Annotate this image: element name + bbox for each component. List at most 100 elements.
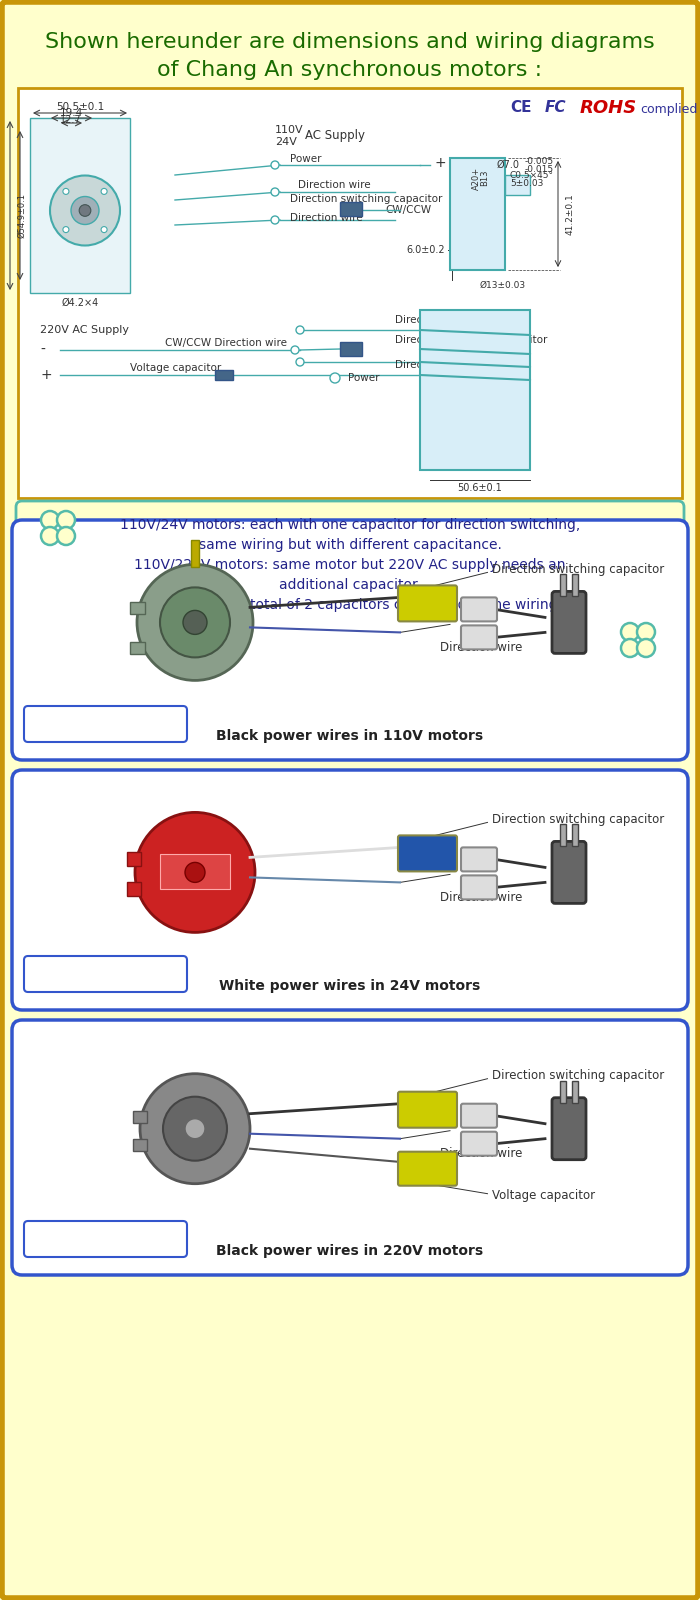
- FancyBboxPatch shape: [461, 597, 497, 621]
- FancyBboxPatch shape: [461, 875, 497, 899]
- Text: 6.0±0.2: 6.0±0.2: [407, 245, 445, 254]
- Text: +: +: [332, 373, 338, 382]
- Text: Black power wires in 110V motors: Black power wires in 110V motors: [216, 730, 484, 742]
- Text: 24V: 24V: [275, 138, 297, 147]
- Bar: [133, 1110, 147, 1123]
- Circle shape: [296, 326, 304, 334]
- Bar: [560, 1080, 566, 1102]
- FancyBboxPatch shape: [398, 835, 457, 872]
- Text: 220V motors: a total of 2 capacitors connected in the wiring.: 220V motors: a total of 2 capacitors con…: [139, 598, 561, 611]
- Text: Voltage capacitor: Voltage capacitor: [493, 1189, 596, 1202]
- FancyBboxPatch shape: [18, 88, 682, 498]
- Bar: [127, 853, 141, 867]
- Circle shape: [621, 622, 639, 642]
- Bar: [127, 883, 141, 896]
- FancyBboxPatch shape: [461, 1131, 497, 1155]
- Text: Direction switching capacitor: Direction switching capacitor: [493, 1069, 665, 1082]
- Text: Black power wires in 220V motors: Black power wires in 220V motors: [216, 1245, 484, 1258]
- Text: -: -: [40, 342, 45, 357]
- Text: Voltage capacitor: Voltage capacitor: [130, 363, 221, 373]
- Bar: [340, 202, 362, 216]
- Text: -0.005: -0.005: [525, 157, 554, 166]
- Text: Ø54.9±0.1: Ø54.9±0.1: [17, 194, 26, 238]
- Circle shape: [50, 176, 120, 245]
- Text: +: +: [435, 157, 447, 170]
- FancyBboxPatch shape: [552, 592, 586, 653]
- Text: 110V: 110V: [275, 125, 304, 134]
- Text: C0.5×45°: C0.5×45°: [510, 171, 554, 181]
- Text: same wiring but with different capacitance.: same wiring but with different capacitan…: [199, 538, 501, 552]
- Text: complied: complied: [640, 104, 697, 117]
- FancyBboxPatch shape: [461, 1104, 497, 1128]
- Bar: [340, 342, 362, 357]
- Text: Direction wire: Direction wire: [440, 1147, 522, 1160]
- Text: 5±0.03: 5±0.03: [510, 179, 543, 187]
- FancyBboxPatch shape: [24, 706, 187, 742]
- Circle shape: [160, 587, 230, 658]
- Circle shape: [330, 373, 340, 382]
- FancyBboxPatch shape: [552, 1098, 586, 1160]
- Circle shape: [79, 205, 91, 216]
- Text: 41.2±0.1: 41.2±0.1: [566, 194, 575, 235]
- Circle shape: [271, 187, 279, 195]
- Text: Wiring for 110V motors: Wiring for 110V motors: [33, 717, 179, 731]
- Text: CE: CE: [510, 101, 531, 115]
- Text: CW/CCW: CW/CCW: [385, 205, 431, 214]
- Text: 220V AC Supply: 220V AC Supply: [40, 325, 129, 334]
- Bar: [30, 118, 130, 293]
- Bar: [505, 174, 530, 195]
- FancyBboxPatch shape: [16, 501, 684, 669]
- Circle shape: [57, 510, 75, 530]
- Text: Ø7.0: Ø7.0: [497, 160, 520, 170]
- Text: Direction switching capacitor: Direction switching capacitor: [290, 194, 442, 203]
- Text: of Chang An synchronous motors :: of Chang An synchronous motors :: [158, 59, 542, 80]
- FancyBboxPatch shape: [420, 310, 530, 470]
- Text: 24V: 24V: [185, 859, 206, 869]
- Bar: [133, 1139, 147, 1150]
- FancyBboxPatch shape: [12, 1021, 688, 1275]
- Text: 50.5±0.1: 50.5±0.1: [56, 102, 104, 112]
- FancyBboxPatch shape: [12, 770, 688, 1010]
- Text: CW/CCW Direction wire: CW/CCW Direction wire: [165, 338, 287, 349]
- Text: FC: FC: [545, 101, 566, 115]
- FancyBboxPatch shape: [398, 1152, 457, 1186]
- FancyBboxPatch shape: [461, 626, 497, 650]
- Bar: [215, 370, 233, 379]
- Bar: [450, 158, 505, 270]
- Text: Direction switching capacitor: Direction switching capacitor: [395, 334, 547, 346]
- Bar: [572, 574, 578, 597]
- Text: Ø57.2±0.1: Ø57.2±0.1: [0, 162, 2, 210]
- Text: 110V/220V motors: same motor but 220V AC supply needs an: 110V/220V motors: same motor but 220V AC…: [134, 558, 566, 573]
- Text: Ø4.2×4: Ø4.2×4: [62, 298, 99, 307]
- Text: Wiring for 24V motors: Wiring for 24V motors: [36, 968, 174, 981]
- Text: Shown hereunder are dimensions and wiring diagrams: Shown hereunder are dimensions and wirin…: [45, 32, 655, 51]
- Text: Direction wire: Direction wire: [298, 179, 370, 190]
- Circle shape: [63, 189, 69, 195]
- Bar: [191, 541, 199, 568]
- Bar: [130, 642, 145, 654]
- Circle shape: [41, 526, 59, 546]
- FancyBboxPatch shape: [12, 520, 688, 760]
- Circle shape: [637, 638, 655, 658]
- Circle shape: [57, 526, 75, 546]
- Circle shape: [637, 622, 655, 642]
- Circle shape: [621, 638, 639, 658]
- FancyBboxPatch shape: [398, 586, 457, 621]
- Text: 50.6±0.1: 50.6±0.1: [458, 483, 503, 493]
- Text: Ø13±0.03: Ø13±0.03: [480, 280, 526, 290]
- Bar: [160, 854, 230, 890]
- Circle shape: [140, 1074, 250, 1184]
- Text: -0.015: -0.015: [525, 165, 554, 173]
- Circle shape: [63, 227, 69, 232]
- Circle shape: [185, 1118, 205, 1139]
- Circle shape: [137, 565, 253, 680]
- Circle shape: [163, 1096, 227, 1160]
- Text: Direction switching capacitor: Direction switching capacitor: [493, 563, 665, 576]
- Text: Direction wire: Direction wire: [395, 315, 468, 325]
- Text: 19.4: 19.4: [60, 109, 83, 118]
- Text: 110V/24V motors: each with one capacitor for direction switching,: 110V/24V motors: each with one capacitor…: [120, 518, 580, 531]
- Text: Direction wire: Direction wire: [290, 213, 363, 222]
- FancyBboxPatch shape: [552, 842, 586, 904]
- Circle shape: [41, 510, 59, 530]
- FancyBboxPatch shape: [24, 955, 187, 992]
